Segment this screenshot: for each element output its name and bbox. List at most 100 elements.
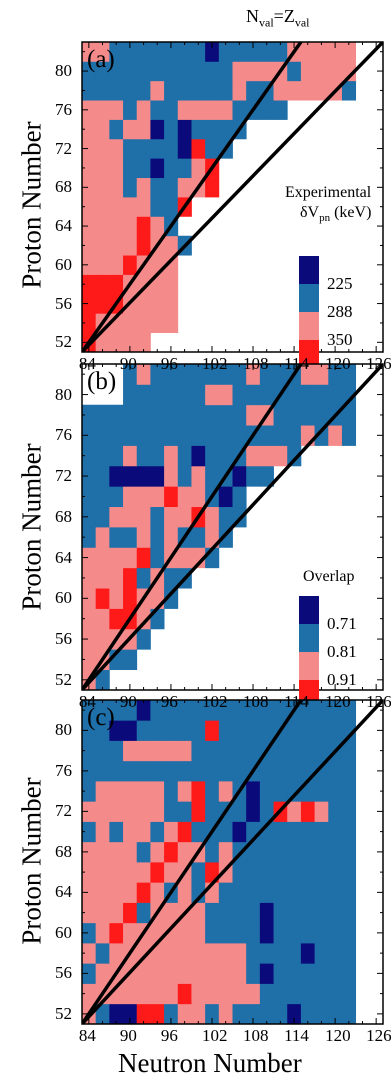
heatmap-cell: [191, 619, 205, 640]
heatmap-cell: [274, 558, 288, 579]
heatmap-cells: [82, 0, 357, 352]
heatmap-cell: [123, 720, 138, 741]
heatmap-cell: [82, 882, 97, 903]
heatmap-cell: [287, 538, 301, 559]
panel-3: [81, 538, 384, 1025]
heatmap-cell: [109, 882, 124, 903]
heatmap-cell: [82, 177, 97, 198]
heatmap-cell: [191, 138, 206, 159]
heatmap-cell: [164, 42, 179, 62]
heatmap-cell: [178, 3, 192, 23]
heatmap-cell: [205, 177, 220, 198]
heatmap-cell: [273, 740, 288, 762]
heatmap-cell: [314, 42, 329, 62]
heatmap-cell: [136, 364, 151, 385]
heatmap-cell: [109, 177, 124, 198]
heatmap-cell: [274, 283, 288, 304]
heatmap-cell: [123, 1003, 138, 1024]
heatmap-cell: [273, 882, 288, 903]
diagonal-line-nval-zval: [82, 364, 303, 690]
heatmap-cell: [95, 760, 110, 782]
heatmap-cell: [123, 922, 138, 944]
heatmap-cell: [246, 660, 260, 681]
heatmap-cell: [205, 841, 220, 863]
legend-value: 350: [327, 330, 353, 349]
heatmap-cell: [95, 80, 110, 101]
heatmap-cell: [95, 138, 110, 159]
heatmap-cell: [287, 862, 302, 883]
heatmap-cell: [150, 801, 165, 822]
heatmap-cell: [232, 902, 247, 924]
heatmap-cell: [287, 3, 301, 23]
heatmap-cell: [300, 700, 315, 721]
heatmap-cell: [150, 42, 165, 62]
heatmap-cell: [191, 902, 206, 924]
heatmap-cell: [246, 538, 260, 559]
heatmap-cell: [205, 100, 220, 120]
heatmap-cell: [218, 943, 233, 964]
heatmap-cell: [273, 445, 288, 467]
heatmap-cell: [191, 404, 206, 426]
heatmap-cell: [205, 527, 220, 548]
heatmap-cell: [260, 0, 274, 4]
heatmap-cell: [218, 922, 233, 944]
heatmap-cell: [150, 740, 165, 762]
heatmap-cell: [341, 61, 357, 82]
heatmap-cell: [233, 538, 247, 559]
heatmap-cell: [259, 983, 274, 1005]
heatmap-cell: [164, 42, 179, 43]
heatmap-cell: [260, 538, 274, 559]
heatmap-cell: [95, 274, 110, 295]
heatmap-cell: [287, 963, 302, 984]
heatmap-cell: [218, 963, 233, 984]
heatmap-cell: [109, 801, 124, 822]
heatmap-cell: [246, 465, 261, 487]
legend-swatch: [299, 256, 319, 284]
heatmap-cell: [287, 42, 302, 43]
heatmap-cell: [232, 384, 247, 406]
heatmap-cell: [150, 384, 165, 406]
heatmap-cell: [246, 558, 260, 579]
heatmap-cell: [273, 902, 288, 924]
heatmap-cell: [191, 425, 206, 446]
heatmap-cell: [164, 364, 179, 385]
plot-frame: [81, 699, 384, 1025]
heatmap-cell: [137, 3, 151, 23]
heatmap-cell: [341, 740, 357, 762]
heatmap-cell: [218, 781, 233, 802]
y-tick-label: 68: [55, 506, 72, 526]
heatmap-cell: [109, 588, 124, 609]
heatmap-cell: [177, 80, 192, 101]
heatmap-cell: [246, 599, 260, 620]
heatmap-cell: [274, 3, 288, 23]
heatmap-cell: [82, 465, 97, 487]
heatmap-cell: [164, 0, 178, 4]
heatmap-cell: [260, 283, 274, 304]
heatmap-cell: [260, 660, 274, 681]
heatmap-cell: [123, 80, 138, 101]
heatmap-cell: [259, 425, 274, 446]
heatmap-cell: [150, 197, 165, 217]
heatmap-cell: [164, 465, 179, 487]
heatmap-cell: [150, 425, 165, 446]
heatmap-cell: [246, 262, 260, 283]
heatmap-cell: [109, 216, 124, 237]
heatmap-cell: [246, 579, 260, 600]
heatmap-cell: [314, 943, 329, 964]
heatmap-cell: [328, 364, 343, 385]
legend-title-line1: Overlap: [303, 568, 355, 585]
heatmap-cell: [205, 364, 220, 385]
heatmap-cell: [205, 138, 220, 159]
x-tick-label: 120: [325, 692, 351, 711]
heatmap-cell: [259, 882, 274, 903]
heatmap-cell: [246, 902, 261, 924]
heatmap-cell: [191, 700, 206, 721]
heatmap-cell: [233, 579, 247, 600]
heatmap-cell: [82, 274, 97, 295]
heatmap-cell: [109, 943, 124, 964]
heatmap-cell: [191, 465, 206, 487]
diagonal-line-nz: [82, 364, 383, 690]
heatmap-cell: [314, 760, 329, 782]
heatmap-cell: [259, 1003, 274, 1024]
heatmap-cell: [177, 801, 192, 822]
